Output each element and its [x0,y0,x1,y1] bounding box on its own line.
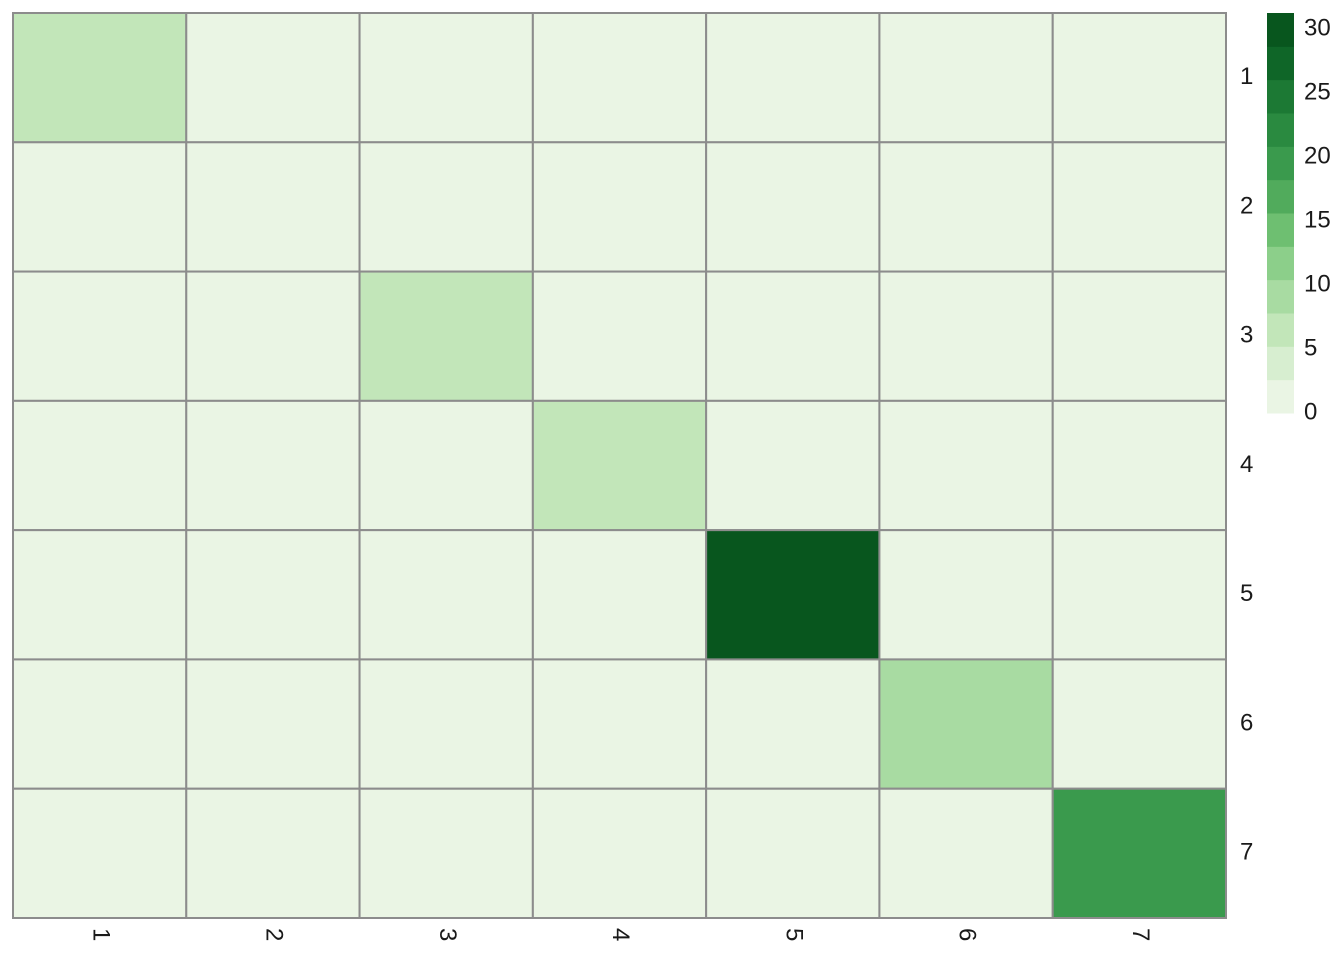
heatmap-cell [531,787,708,920]
heatmap-cell [531,529,708,661]
heatmap-cell [878,658,1054,790]
heatmap-cell [1051,270,1227,402]
heatmap-cell [1051,529,1227,661]
heatmap-cell [1051,141,1227,273]
heatmap-cell [185,12,361,144]
heatmap-cell [12,658,188,790]
legend-bin [1267,246,1294,281]
row-label: 6 [1240,709,1253,736]
row-label: 7 [1240,839,1253,866]
heatmap-cell [185,658,361,790]
heatmap-cell [531,141,708,273]
color-legend: 0 5 10 15 20 25 30 [1267,13,1331,425]
legend-tick-label: 20 [1304,142,1331,169]
heatmap-cell [12,787,188,920]
heatmap-cell [12,529,188,661]
row-label: 5 [1240,580,1253,607]
legend-bin [1267,46,1294,81]
legend-bin [1267,179,1294,214]
heatmap-cell [185,270,361,402]
heatmap-cell [878,787,1054,920]
legend-tick-label: 15 [1304,206,1331,233]
heatmap-cell [185,529,361,661]
legend-bins [1267,13,1294,414]
legend-ticks: 0 5 10 15 20 25 30 [1304,14,1331,425]
legend-bin [1267,313,1294,347]
heatmap-cell [531,658,708,790]
heatmap-cells [12,12,1227,920]
heatmap-cell [358,658,534,790]
legend-bin [1267,146,1294,181]
legend-tick-label: 25 [1304,78,1331,105]
heatmap-cell [12,270,188,402]
legend-bin [1267,113,1294,147]
heatmap-cell [12,12,188,144]
legend-tick-label: 30 [1304,14,1331,41]
row-label: 4 [1240,451,1253,478]
legend-bin [1267,346,1294,381]
heatmap-cell [12,399,188,532]
heatmap-cell [705,529,881,661]
heatmap-cell [1051,787,1227,920]
row-label: 1 [1240,63,1253,90]
heatmap-cell [705,658,881,790]
column-label: 5 [780,928,807,941]
column-label: 4 [607,928,634,941]
legend-tick-label: 5 [1304,334,1317,361]
heatmap-cell [185,787,361,920]
column-labels: 1 2 3 4 5 6 7 [87,928,1154,941]
column-label: 3 [434,928,461,941]
heatmap-cell [358,270,534,402]
heatmap-cell [1051,399,1227,532]
legend-bin [1267,213,1294,247]
heatmap-cell [358,529,534,661]
heatmap-cell [358,399,534,532]
heatmap-cell [358,787,534,920]
row-label: 2 [1240,192,1253,219]
legend-bin [1267,79,1294,114]
heatmap-cell [878,141,1054,273]
heatmap-cell [705,12,881,144]
row-labels: 1 2 3 4 5 6 7 [1240,63,1253,866]
heatmap-cell [531,270,708,402]
row-label: 3 [1240,322,1253,349]
heatmap-cell [358,12,534,144]
heatmap-cell [531,399,708,532]
heatmap-cell [1051,658,1227,790]
legend-bin [1267,279,1294,314]
heatmap-cell [185,399,361,532]
heatmap-cell [878,399,1054,532]
legend-tick-label: 10 [1304,270,1331,297]
legend-bin [1267,13,1294,47]
heatmap-cell [705,141,881,273]
column-label: 7 [1127,928,1154,941]
heatmap-cell [878,529,1054,661]
column-label: 1 [87,928,114,941]
legend-bin [1267,379,1294,414]
heatmap-cell [705,399,881,532]
heatmap-cell [705,787,881,920]
heatmap-cell [185,141,361,273]
heatmap-cell [1051,12,1227,144]
heatmap-cell [531,12,708,144]
heatmap-cell [12,141,188,273]
legend-tick-label: 0 [1304,398,1317,425]
column-label: 2 [261,928,288,941]
heatmap-cell [878,12,1054,144]
heatmap-cell [878,270,1054,402]
column-label: 6 [954,928,981,941]
heatmap-cell [358,141,534,273]
heatmap-cell [705,270,881,402]
